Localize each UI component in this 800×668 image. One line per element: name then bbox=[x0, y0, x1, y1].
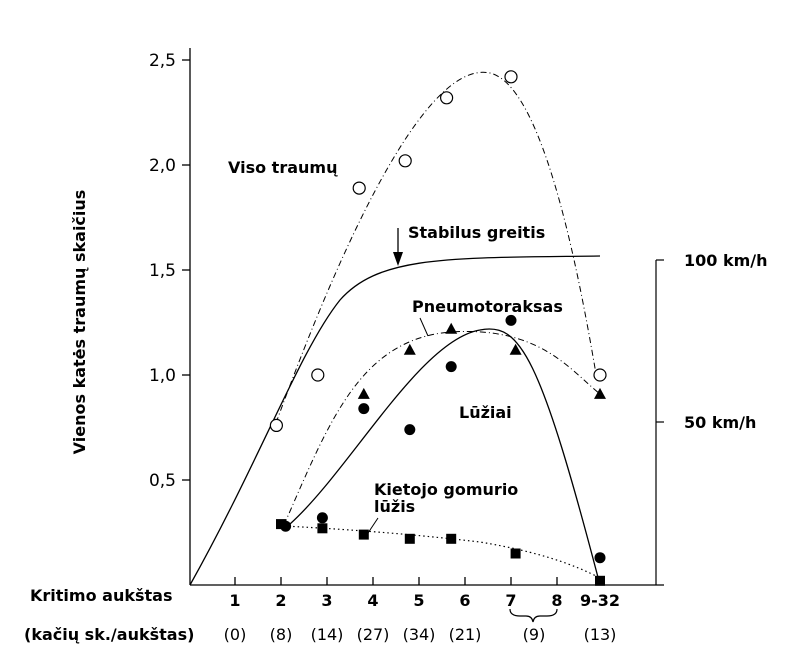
floor-count-label: (21) bbox=[449, 625, 482, 644]
stabilus-greitis-arrowhead bbox=[393, 252, 403, 266]
pneumotoraksas-point bbox=[509, 343, 522, 355]
luziai-point bbox=[594, 552, 606, 564]
pneumotoraksas-point bbox=[594, 387, 606, 399]
floor-count-label: (13) bbox=[584, 625, 617, 644]
viso-traumu-point bbox=[269, 418, 283, 432]
kietojo-gomurio-point bbox=[595, 575, 605, 586]
series-label-kietojo-gomurio-line1: Kietojo gomurio bbox=[374, 480, 518, 499]
floor-count-label: (8) bbox=[270, 625, 293, 644]
x-tick-label: 8 bbox=[551, 591, 562, 610]
speed-label-50: 50 km/h bbox=[684, 413, 756, 432]
kietojo-gomurio-point bbox=[276, 519, 286, 530]
series-label-pneumotoraksas: Pneumotoraksas bbox=[412, 297, 563, 316]
x-tick-label: 2 bbox=[275, 591, 286, 610]
viso-traumu-curve bbox=[275, 71, 597, 424]
y-tick-label: 0,5 bbox=[149, 471, 176, 491]
luziai-point bbox=[316, 512, 328, 524]
y-tick-label: 1,5 bbox=[149, 261, 176, 281]
stabilus-greitis-label: Stabilus greitis bbox=[408, 223, 545, 242]
kietojo-gomurio-pointer bbox=[367, 517, 379, 534]
stabilus-greitis-curve bbox=[189, 255, 601, 586]
viso-traumu-point bbox=[440, 91, 454, 105]
pneumotoraksas-point bbox=[357, 387, 370, 399]
x-tick-label: 5 bbox=[413, 591, 424, 610]
series-label-luziai: Lūžiai bbox=[459, 403, 512, 422]
x-tick-label: 9-32 bbox=[580, 591, 620, 610]
series-label-kietojo-gomurio-line2: lūžis bbox=[374, 497, 415, 516]
viso-traumu-point bbox=[311, 368, 325, 382]
x-tick-label: 3 bbox=[321, 591, 332, 610]
floor-count-label: (34) bbox=[403, 625, 436, 644]
viso-traumu-point bbox=[504, 70, 518, 84]
luziai-curve bbox=[289, 328, 601, 586]
kietojo-gomurio-curve bbox=[283, 525, 601, 579]
luziai-point bbox=[445, 361, 457, 373]
y-tick-label: 1,0 bbox=[149, 366, 176, 386]
x-tick-label: 7 bbox=[505, 591, 516, 610]
y-tick-label: 2,5 bbox=[149, 51, 176, 71]
viso-traumu-point bbox=[352, 181, 366, 195]
kietojo-gomurio-point bbox=[358, 529, 369, 540]
x-tick-label: 6 bbox=[459, 591, 470, 610]
floor-count-label: (0) bbox=[224, 625, 247, 644]
y-tick-label: 2,0 bbox=[149, 156, 176, 176]
kietojo-gomurio-point bbox=[317, 523, 328, 534]
speed-label-100: 100 km/h bbox=[684, 251, 768, 270]
y-axis-title: Vienos katės traumų skaičius bbox=[70, 190, 89, 455]
pneumotoraksas-curve bbox=[283, 330, 601, 526]
viso-traumu-point bbox=[593, 368, 607, 382]
count-row-title: (kačių sk./aukštas) bbox=[24, 625, 194, 644]
pneumotoraksas-point bbox=[445, 322, 458, 334]
luziai-point bbox=[358, 403, 370, 415]
luziai-point bbox=[505, 314, 517, 326]
luziai-point bbox=[404, 424, 416, 436]
floor-count-label: (27) bbox=[357, 625, 390, 644]
pneumotoraksas-pointer bbox=[419, 317, 429, 337]
x-axis-title: Kritimo aukštas bbox=[30, 586, 172, 605]
pneumotoraksas-point bbox=[403, 343, 416, 355]
x-tick-label: 4 bbox=[367, 591, 378, 610]
floor-count-label: (9) bbox=[523, 625, 546, 644]
viso-traumu-point bbox=[398, 154, 412, 168]
kietojo-gomurio-point bbox=[510, 548, 521, 559]
x-tick-label: 1 bbox=[229, 591, 240, 610]
floor-count-label: (14) bbox=[311, 625, 344, 644]
floors-7-8-brace bbox=[509, 608, 558, 623]
kietojo-gomurio-point bbox=[404, 533, 415, 544]
series-label-viso-traumu: Viso traumų bbox=[228, 158, 338, 177]
kietojo-gomurio-point bbox=[446, 533, 457, 544]
